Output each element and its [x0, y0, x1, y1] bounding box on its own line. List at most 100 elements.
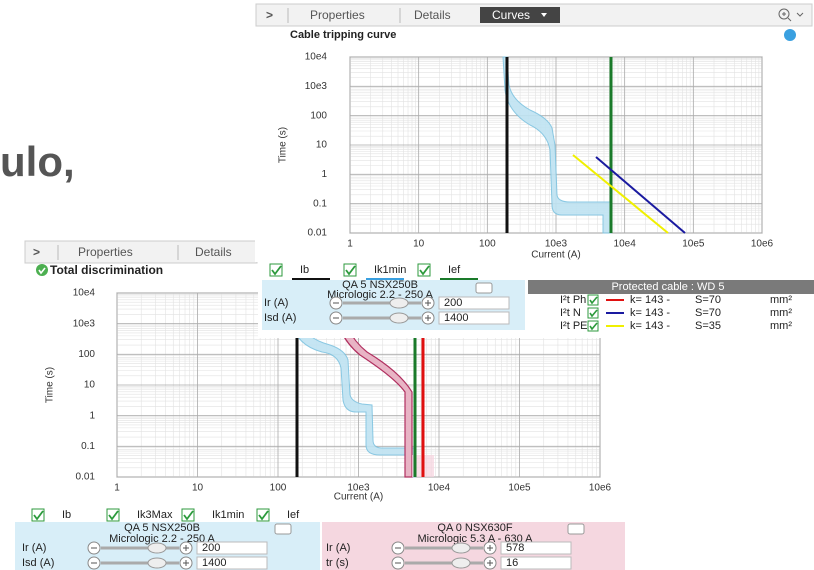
checkbox[interactable]	[256, 508, 270, 522]
setting-value: 200	[202, 542, 220, 554]
cable-label: I²t N	[560, 307, 581, 319]
zoom-icon-detail	[782, 12, 804, 22]
plus	[183, 545, 189, 551]
checkbox[interactable]	[587, 294, 599, 306]
value-input[interactable]	[196, 556, 268, 570]
zoom-icon[interactable]	[778, 8, 790, 20]
setting-label: Isd (A)	[264, 312, 296, 324]
value-input[interactable]	[438, 311, 510, 325]
check-mark	[419, 265, 430, 276]
value-input[interactable]	[500, 541, 572, 555]
legend: Ib Ik1min Ief	[269, 263, 478, 280]
legend-label: Ik3Max	[137, 509, 173, 521]
lock-icon[interactable]	[567, 523, 585, 535]
y-tick-label: 100	[78, 349, 95, 360]
cable-label: I²t Ph	[560, 294, 586, 306]
check-mark	[589, 296, 598, 305]
legend-label: Ief	[287, 509, 300, 521]
legend-label: Ib	[62, 509, 71, 521]
tab[interactable]: Properties	[310, 8, 365, 22]
value-input[interactable]	[438, 296, 510, 310]
y-tick-label: 10e4	[73, 288, 96, 299]
x-tick-label: 100	[479, 239, 496, 250]
y-tick-label: 0.1	[313, 198, 327, 209]
slider-knob[interactable]	[451, 542, 471, 554]
checkbox[interactable]	[587, 320, 599, 332]
cable-header	[528, 280, 814, 294]
y-tick-label: 0.1	[81, 441, 95, 452]
legend-label: Ief	[448, 264, 461, 276]
setting-label: tr (s)	[326, 557, 349, 569]
tab[interactable]: Properties	[78, 245, 133, 259]
check-mark	[183, 510, 194, 521]
check-mark	[345, 265, 356, 276]
x-tick-label: 10e5	[508, 483, 531, 494]
cable-s: S=35	[695, 320, 721, 332]
check-mark	[33, 510, 44, 521]
checkbox[interactable]	[417, 263, 431, 277]
device-name: QA 5 NSX250B	[342, 279, 418, 291]
checkbox[interactable]	[31, 508, 45, 522]
y-tick-label: 10	[316, 140, 328, 151]
checkbox[interactable]	[587, 307, 599, 319]
check-mark	[258, 510, 269, 521]
x-tick-label: 10e6	[751, 239, 774, 250]
cable-unit: mm²	[770, 320, 792, 332]
tab[interactable]: Details	[414, 8, 451, 22]
tab[interactable]: Details	[195, 245, 232, 259]
x-tick-label: 1	[114, 483, 120, 494]
help-icon[interactable]	[784, 29, 796, 41]
plus	[487, 560, 493, 566]
curve-qa5	[502, 56, 612, 234]
cable-unit: mm²	[770, 294, 792, 306]
slider-knob[interactable]	[389, 297, 409, 309]
y-tick-label: 0.01	[308, 228, 328, 239]
setting-label: Isd (A)	[22, 557, 54, 569]
cable-rows: I²t Ph k= 143 - S=70 mm² I²t N k= 143 - S=70 mm…	[560, 294, 792, 332]
x-tick-label: 100	[270, 483, 287, 494]
x-tick-label: 10e5	[682, 239, 705, 250]
slider-knob[interactable]	[389, 312, 409, 324]
value-input[interactable]	[500, 556, 572, 570]
checkbox[interactable]	[343, 263, 357, 277]
lock-icon[interactable]	[475, 282, 493, 294]
cable-k: k= 143 -	[630, 294, 670, 306]
plus	[425, 315, 431, 321]
checkbox[interactable]	[181, 508, 195, 522]
settings: Ir (A) 200 Isd (A) 1400 Ir (A) 578 tr (s) 16	[22, 523, 585, 570]
cable-s: S=70	[695, 294, 721, 306]
value-input[interactable]	[196, 541, 268, 555]
slider-knob[interactable]	[147, 557, 167, 569]
check-mark	[589, 322, 598, 331]
x-axis-label: Current (A)	[531, 250, 580, 261]
curve-i2t-n	[595, 156, 686, 234]
slider-knob[interactable]	[147, 542, 167, 554]
lock-icon[interactable]	[274, 523, 292, 535]
background-text: ulo,	[0, 138, 75, 185]
active-tab[interactable]	[480, 7, 560, 23]
chart-title: Cable tripping curve	[290, 29, 396, 41]
checkbox[interactable]	[269, 263, 283, 277]
device-name: QA 5 NSX250B	[124, 522, 200, 534]
x-tick-label: 10e4	[614, 239, 637, 250]
tab[interactable]: Curves	[492, 8, 530, 22]
legend-label: Ib	[300, 264, 309, 276]
checkbox[interactable]	[106, 508, 120, 522]
slider-knob[interactable]	[451, 557, 471, 569]
settings: Ir (A) 200 Isd (A) 1400	[264, 282, 510, 325]
toggle[interactable]: >	[266, 8, 273, 22]
y-tick-label: 1	[321, 169, 327, 180]
setting-label: Ir (A)	[264, 297, 288, 309]
status: Total discrimination	[50, 263, 163, 277]
setting-value: 578	[506, 542, 524, 554]
y-axis-label: Time (s)	[278, 127, 289, 163]
setting-label: Ir (A)	[326, 542, 350, 554]
cable-s: S=70	[695, 307, 721, 319]
x-tick-label: 10e4	[428, 483, 451, 494]
y-axis-label: Time (s)	[45, 367, 56, 403]
toggle[interactable]: >	[33, 245, 40, 259]
chart: 1 10 100 10e3 10e4 10e5 10e6 10e4 10e3 100 10 1 0.1 0…	[278, 52, 774, 261]
device-name: QA 0 NSX630F	[437, 522, 512, 534]
plus	[183, 560, 189, 566]
